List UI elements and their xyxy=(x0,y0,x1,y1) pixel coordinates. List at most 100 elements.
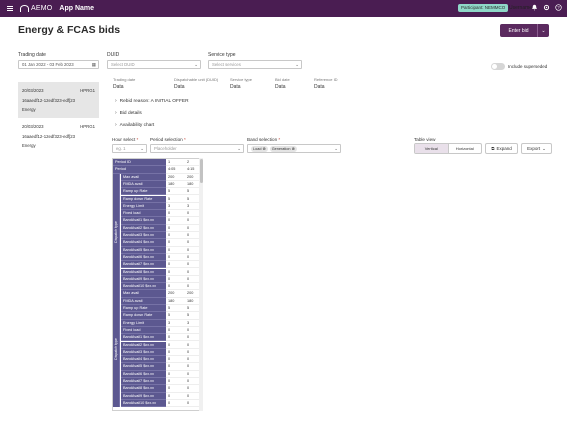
bid-date: 20/03/2023 xyxy=(22,124,44,129)
table-cell: 0 xyxy=(185,393,202,400)
table-cell: 0 xyxy=(166,356,185,364)
period-selection-select[interactable]: Placeholder ⌄ xyxy=(150,144,244,153)
enter-bid-button[interactable]: Enter bid ⌄ xyxy=(500,24,549,37)
settings-gear-icon[interactable] xyxy=(543,4,550,11)
table-cell: 5 xyxy=(166,305,185,313)
table-view-horizontal[interactable]: Horizontal xyxy=(455,146,474,151)
service-type-placeholder: Select services xyxy=(212,62,241,67)
table-cell: 0 xyxy=(185,342,202,349)
table-cell: 0 xyxy=(166,349,185,357)
chip-close-icon[interactable]: ⊗ xyxy=(291,146,295,151)
table-row: BandAvail9 $xx.xx 0 0 xyxy=(113,275,202,284)
row-group-label-text: Dispatch type xyxy=(114,337,118,360)
row-header: Ramp down Rate xyxy=(121,195,166,203)
row-header: BandAvail3 $xx.xx xyxy=(121,232,166,240)
table-row: BandAvail5 $xx.xx 0 0 xyxy=(113,246,202,254)
table-row: BandAvail1 $xx.xx 0 0 xyxy=(113,334,202,342)
table-cell: 0 xyxy=(185,400,202,408)
page-title: Energy & FCAS bids xyxy=(18,24,121,36)
chevron-right-icon: › xyxy=(115,98,117,104)
table-cell: 0 xyxy=(185,371,202,378)
help-icon[interactable]: ? xyxy=(555,4,562,11)
table-cell: 1 xyxy=(166,159,185,167)
username-menu[interactable]: Username xyxy=(509,5,533,11)
table-view-vertical[interactable]: Vertical xyxy=(415,144,449,153)
table-cell: 0 xyxy=(185,217,202,225)
meta-duid-value: Data xyxy=(174,84,185,90)
table-row: BandAvail6 $xx.xx 0 0 xyxy=(113,370,202,378)
row-header: Ramp down Rate xyxy=(121,312,166,320)
table-cell: 0 xyxy=(185,283,202,291)
bid-list-item-selected[interactable]: 20/03/2023 HPRG1 16aaedf12-12edf323-edf[… xyxy=(18,82,99,118)
table-row: BandAvail2 $xx.xx 0 0 xyxy=(113,341,202,349)
band-chip-generation[interactable]: Generation ⊗ xyxy=(269,145,297,152)
chevron-down-icon: ⌄ xyxy=(334,146,338,151)
table-cell: 5 xyxy=(185,188,202,196)
table-row: FMDA avail 180 180 xyxy=(113,297,202,305)
table-cell: 0 xyxy=(166,371,185,378)
table-row: FMDA avail 180 180 xyxy=(113,180,202,189)
row-header: Ramp up Rate xyxy=(121,188,166,196)
table-cell: 0 xyxy=(185,247,202,254)
bid-service: Energy xyxy=(22,107,36,112)
table-cell: 4:15 xyxy=(185,166,202,174)
row-header: Max avail xyxy=(121,173,166,181)
bid-details-expander[interactable]: › Bid details xyxy=(115,110,142,116)
table-cell: 0 xyxy=(166,225,185,232)
table-row: Fixed load 0 0 xyxy=(113,210,202,218)
top-app-bar: AEMO App Name xyxy=(0,0,567,17)
chevron-down-icon: ⌄ xyxy=(542,145,546,151)
row-header: FMDA avail xyxy=(121,297,166,305)
export-button[interactable]: Export ⌄ xyxy=(521,143,552,154)
service-type-select[interactable]: Select services ⌄ xyxy=(208,60,302,69)
rebid-reason-expander[interactable]: › Rebid reason: A INITIAL OFFER xyxy=(115,98,189,104)
band-selection-label-text: Band selection xyxy=(247,137,278,142)
row-header: BandAvail8 $xx.xx xyxy=(121,268,166,276)
band-chip-load[interactable]: Load ⊗ xyxy=(251,145,268,152)
trading-date-field[interactable]: 01 Jan 2022 - 03 Feb 2023 ▦ xyxy=(18,60,99,69)
band-selection-select[interactable]: Load ⊗ Generation ⊗ ⌄ xyxy=(247,144,341,153)
duid-select[interactable]: Select DUID ⌄ xyxy=(107,60,201,69)
table-cell: 0 xyxy=(166,269,185,276)
logo-mark-icon xyxy=(20,5,29,12)
table-row: BandAvail3 $xx.xx 0 0 xyxy=(113,232,202,240)
table-cell: 0 xyxy=(185,210,202,218)
bid-list-item[interactable]: 20/03/2023 HPRG1 16aaedf12-12edf323-edf[… xyxy=(18,118,99,154)
table-cell: 0 xyxy=(185,225,202,232)
expand-label: Expand xyxy=(496,146,512,151)
chevron-right-icon: › xyxy=(115,110,117,116)
table-row: BandAvail9 $xx.xx 0 0 xyxy=(113,392,202,400)
row-group-label: Dispatch type xyxy=(113,290,120,408)
scrollbar-thumb[interactable] xyxy=(199,159,203,183)
table-cell: 5 xyxy=(185,305,202,313)
menu-icon[interactable] xyxy=(7,6,13,11)
participant-badge[interactable]: Participant: NEMMCO xyxy=(458,4,509,12)
table-row: Ramp down Rate 5 5 xyxy=(113,195,202,203)
table-cell: 2 xyxy=(185,159,202,167)
band-chip-generation-label: Generation xyxy=(271,146,291,151)
include-superseded-toggle[interactable] xyxy=(491,63,505,70)
row-header: BandAvail7 $xx.xx xyxy=(121,261,166,269)
notifications-icon[interactable] xyxy=(531,4,538,11)
table-cell: 0 xyxy=(166,393,185,400)
table-cell: 0 xyxy=(185,269,202,276)
band-chip-load-label: Load xyxy=(253,146,262,151)
chip-close-icon[interactable]: ⊗ xyxy=(262,146,266,151)
table-view-toggle: Vertical Horizontal xyxy=(414,143,482,154)
hour-select-label-text: Hour select xyxy=(112,137,136,142)
row-header: BandAvail10 $xx.xx xyxy=(121,399,166,408)
table-cell: 0 xyxy=(166,254,185,262)
availability-chart-expander[interactable]: › Availability chart xyxy=(115,122,154,128)
period-selection-label: Period selection * xyxy=(150,137,186,142)
chevron-down-icon: ⌄ xyxy=(295,62,299,67)
row-group-label: Dispatch type xyxy=(113,173,120,291)
bid-unit: HPRG1 xyxy=(80,124,95,129)
table-cell: 5 xyxy=(185,312,202,320)
expand-button[interactable]: ⧉ Expand xyxy=(485,143,518,154)
table-scrollbar[interactable] xyxy=(199,158,203,411)
aemo-logo[interactable]: AEMO xyxy=(20,5,52,12)
hour-select[interactable]: eg. 1 ⌄ xyxy=(112,144,147,153)
table-cell: 0 xyxy=(166,385,185,393)
table-cell: 0 xyxy=(185,356,202,364)
enter-bid-dropdown-chevron-icon[interactable]: ⌄ xyxy=(537,24,549,37)
